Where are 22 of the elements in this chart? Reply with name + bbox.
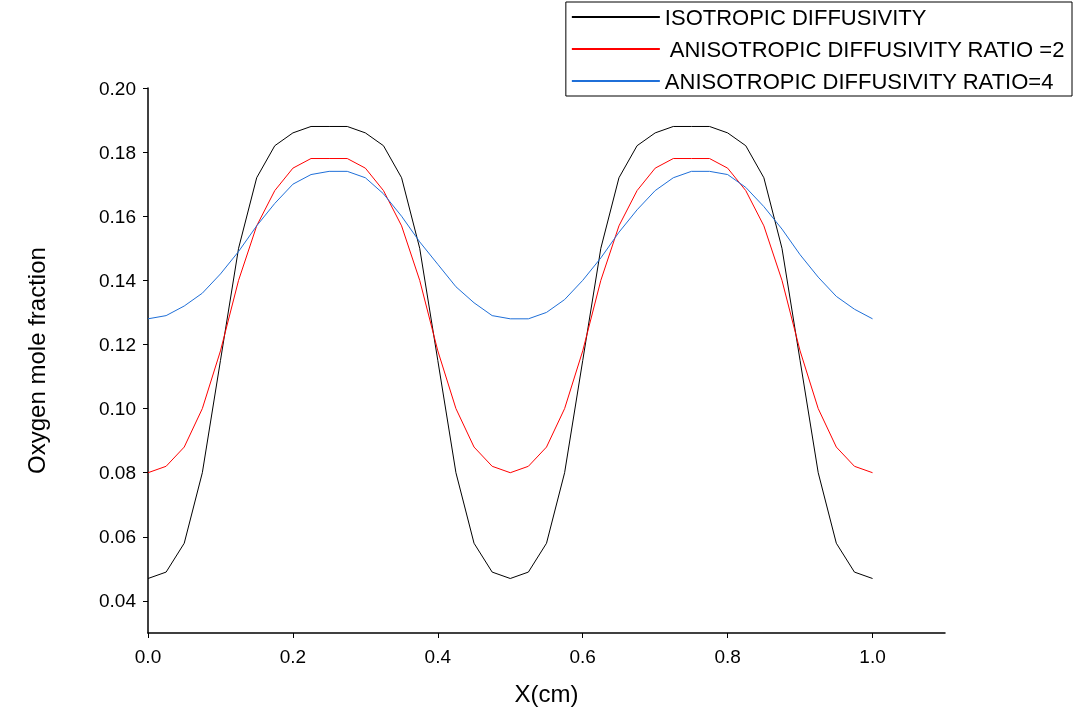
y-tick-label: 0.10 bbox=[99, 398, 136, 420]
x-tick-label: 0.8 bbox=[714, 646, 741, 667]
line-series bbox=[147, 170, 874, 320]
y-tick-label: 0.16 bbox=[99, 205, 136, 227]
y-tick-label: 0.12 bbox=[99, 333, 136, 355]
y-tick-label: 0.14 bbox=[99, 269, 137, 291]
line-series bbox=[147, 158, 874, 474]
y-tick-label: 0.20 bbox=[99, 77, 136, 99]
y-axis-title: Oxygen mole fraction bbox=[22, 247, 50, 474]
x-tick-label: 1.0 bbox=[859, 646, 886, 667]
x-axis-title: X(cm) bbox=[514, 679, 579, 707]
y-tick-label: 0.08 bbox=[99, 462, 136, 484]
legend-label: ANISOTROPIC DIFFUSIVITY RATIO =2 bbox=[664, 36, 1065, 62]
y-tick-label: 0.06 bbox=[99, 526, 136, 548]
x-tick-label: 0.4 bbox=[424, 646, 452, 667]
x-tick-label: 0.0 bbox=[134, 646, 162, 667]
x-tick-label: 0.2 bbox=[279, 646, 307, 667]
legend-label: ANISOTROPIC DIFFUSIVITY RATIO=4 bbox=[664, 68, 1054, 94]
legend-label: ISOTROPIC DIFFUSIVITY bbox=[664, 4, 927, 30]
x-tick-label: 0.6 bbox=[569, 646, 596, 667]
y-tick-label: 0.18 bbox=[99, 141, 136, 163]
y-tick-label: 0.04 bbox=[99, 590, 137, 612]
